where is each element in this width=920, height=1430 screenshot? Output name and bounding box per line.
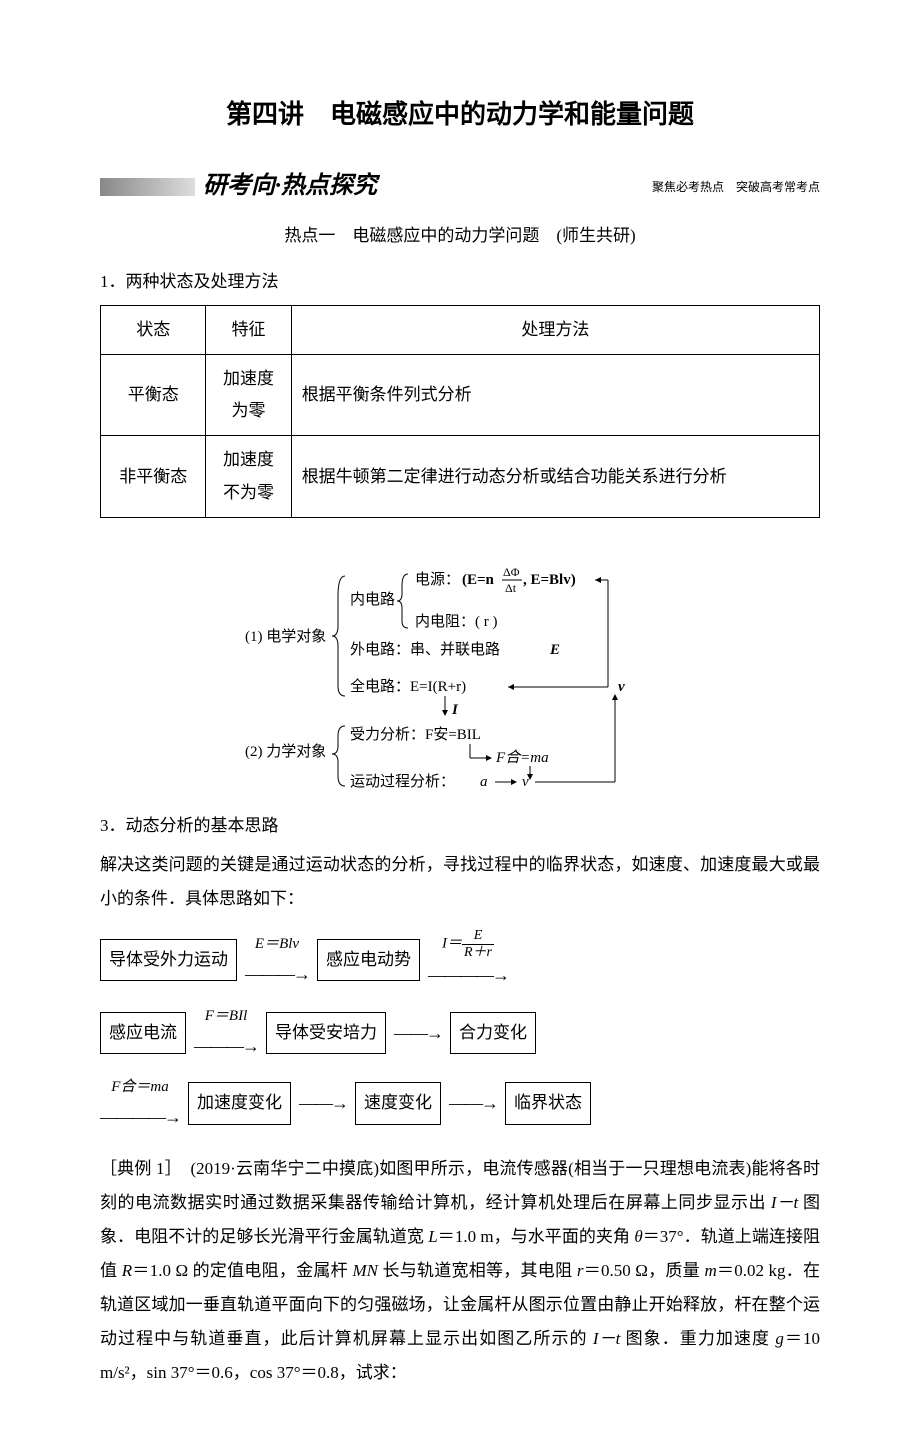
flow-arrow: ――→ [394,1016,442,1050]
table-row: 平衡态 加速度 为零 根据平衡条件列式分析 [101,354,820,436]
svg-text:内电路: 内电路 [350,591,395,608]
table-cell: 加速度 为零 [206,354,291,436]
flow-box: 加速度变化 [188,1082,291,1124]
flow-arrow: ――→ [299,1086,347,1120]
flow-box: 速度变化 [355,1082,441,1124]
section1-heading: 1．两种状态及处理方法 [100,266,820,298]
svg-text:(2) 力学对象: (2) 力学对象 [245,743,326,760]
flow-box: 感应电流 [100,1012,186,1054]
analysis-diagram: (1) 电学对象 内电路 电源： (E=n ΔΦ Δt , E=Blv) 内电阻… [210,536,710,796]
svg-text:a: a [480,774,488,790]
flow-box: 导体受安培力 [266,1012,386,1054]
example-label: ［典例 1］ [100,1159,173,1178]
svg-text:(E=n: (E=n [462,572,495,588]
svg-text:全电路：E=I(R+r): 全电路：E=I(R+r) [350,677,466,695]
example-text: ［典例 1］ (2019·云南华宁二中摸底)如图甲所示，电流传感器(相当于一只理… [100,1152,820,1390]
table-cell: 根据牛顿第二定律进行动态分析或结合功能关系进行分析 [291,436,819,518]
svg-text:E: E [549,642,560,658]
table-row: 状态 特征 处理方法 [101,305,820,354]
table-row: 非平衡态 加速度 不为零 根据牛顿第二定律进行动态分析或结合功能关系进行分析 [101,436,820,518]
table-header: 状态 [101,305,206,354]
flow-arrow: I＝ER＋r ――――→ [428,928,508,992]
flow-row: F合＝ma ――――→ 加速度变化 ――→ 速度变化 ――→ 临界状态 [100,1073,820,1134]
hotspot-title: 热点一 电磁感应中的动力学问题 (师生共研) [100,220,820,252]
flow-arrow: F＝BIl ―――→ [194,1002,258,1063]
table-header: 处理方法 [291,305,819,354]
flow-box: 合力变化 [450,1012,536,1054]
page-title: 第四讲 电磁感应中的动力学和能量问题 [100,90,820,139]
banner-heading: 研考向·热点探究 [203,164,377,210]
flow-arrow: ――→ [449,1086,497,1120]
table-cell: 根据平衡条件列式分析 [291,354,819,436]
states-table: 状态 特征 处理方法 平衡态 加速度 为零 根据平衡条件列式分析 非平衡态 加速… [100,305,820,518]
flow-row: 感应电流 F＝BIl ―――→ 导体受安培力 ――→ 合力变化 [100,1002,820,1063]
flow-box: 感应电动势 [317,939,420,981]
svg-text:外电路：串、并联电路: 外电路：串、并联电路 [350,641,500,658]
banner-subtitle: 聚焦必考热点 突破高考常考点 [652,176,820,199]
svg-text:(1) 电学对象: (1) 电学对象 [245,628,326,645]
svg-text:F合=ma: F合=ma [495,749,549,766]
svg-text:, E=Blv): , E=Blv) [523,572,576,588]
flow-row: 导体受外力运动 E＝Blv ―――→ 感应电动势 I＝ER＋r ――――→ [100,928,820,992]
svg-text:ΔΦ: ΔΦ [503,565,520,579]
svg-text:运动过程分析：: 运动过程分析： [350,773,455,790]
table-cell: 平衡态 [101,354,206,436]
flow-arrow: E＝Blv ―――→ [245,930,309,991]
example-source: (2019·云南华宁二中摸底) [190,1159,379,1178]
section3-heading: 3．动态分析的基本思路 [100,810,820,842]
banner: 研考向·热点探究 聚焦必考热点 突破高考常考点 [100,164,820,210]
flow-box: 导体受外力运动 [100,939,237,981]
section3-text: 解决这类问题的关键是通过运动状态的分析，寻找过程中的临界状态，如速度、加速度最大… [100,848,820,916]
table-header: 特征 [206,305,291,354]
svg-text:v: v [522,774,529,790]
svg-text:I: I [451,702,459,718]
table-cell: 加速度 不为零 [206,436,291,518]
svg-text:内电阻：( r ): 内电阻：( r ) [415,613,498,630]
flow-diagram: 导体受外力运动 E＝Blv ―――→ 感应电动势 I＝ER＋r ――――→ 感应… [100,928,820,1133]
banner-bar [100,178,195,196]
svg-text:电源：: 电源： [415,571,460,588]
svg-text:v: v [618,679,625,695]
table-cell: 非平衡态 [101,436,206,518]
flow-arrow: F合＝ma ――――→ [100,1073,180,1134]
flow-box: 临界状态 [505,1082,591,1124]
svg-text:Δt: Δt [505,581,517,595]
svg-text:受力分析：F安=BIL: 受力分析：F安=BIL [350,726,481,743]
